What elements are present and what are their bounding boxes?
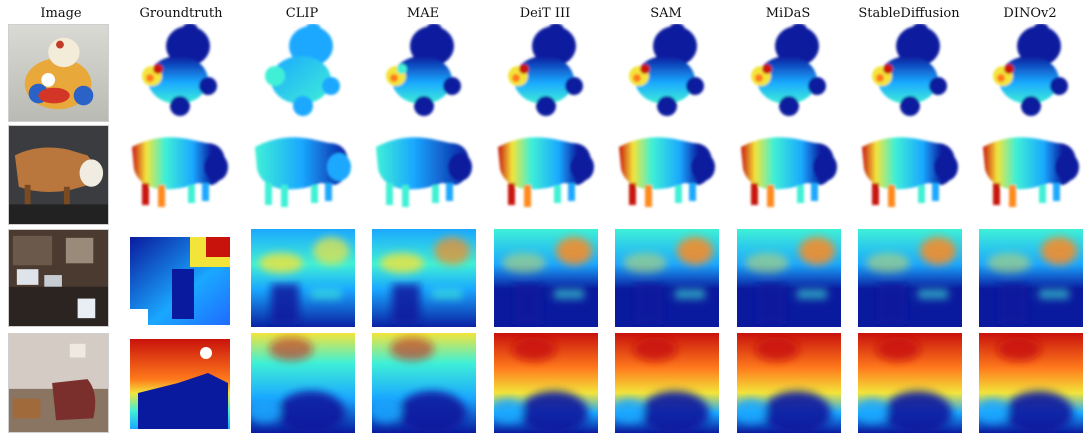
header-mae: MAE [406,6,440,21]
office-stablediffusion-image [858,229,962,327]
toy-chicken-mae-image [372,24,476,122]
office-image-image [8,229,109,327]
header-image: Image [40,6,82,21]
header-dinov2: DINOv2 [1003,6,1057,21]
office-deit-image [494,229,598,327]
header-midas: MiDaS [765,6,811,21]
toy-cow-mae-image [372,125,476,225]
header-deit: DeiT III [519,6,571,21]
toy-cow-midas-image [737,125,841,225]
living-room-groundtruth-image [128,333,232,433]
living-room-clip-image [251,333,355,433]
header-sam: SAM [650,6,682,21]
toy-cow-clip-image [251,125,355,225]
office-dinov2-image [979,229,1083,327]
toy-cow-groundtruth-image [128,125,232,225]
office-mae-image [372,229,476,327]
living-room-image-image [8,333,109,433]
office-clip-image [251,229,355,327]
toy-cow-sam-image [615,125,719,225]
toy-cow-deit-image [494,125,598,225]
toy-chicken-deit-image [494,24,598,122]
toy-cow-dinov2-image [979,125,1083,225]
toy-chicken-groundtruth-image [128,24,232,122]
toy-cow-image-image [8,125,109,225]
toy-chicken-sam-image [615,24,719,122]
toy-cow-stablediffusion-image [858,125,962,225]
header-clip: CLIP [285,6,319,21]
living-room-stablediffusion-image [858,333,962,433]
toy-chicken-dinov2-image [979,24,1083,122]
toy-chicken-midas-image [737,24,841,122]
toy-chicken-clip-image [251,24,355,122]
toy-chicken-stablediffusion-image [858,24,962,122]
office-sam-image [615,229,719,327]
toy-chicken-image-image [8,24,109,122]
living-room-mae-image [372,333,476,433]
office-midas-image [737,229,841,327]
living-room-dinov2-image [979,333,1083,433]
header-stablediffusion: StableDiffusion [858,6,960,21]
office-groundtruth-image [128,229,232,327]
living-room-deit-image [494,333,598,433]
living-room-midas-image [737,333,841,433]
header-groundtruth: Groundtruth [139,6,223,21]
living-room-sam-image [615,333,719,433]
